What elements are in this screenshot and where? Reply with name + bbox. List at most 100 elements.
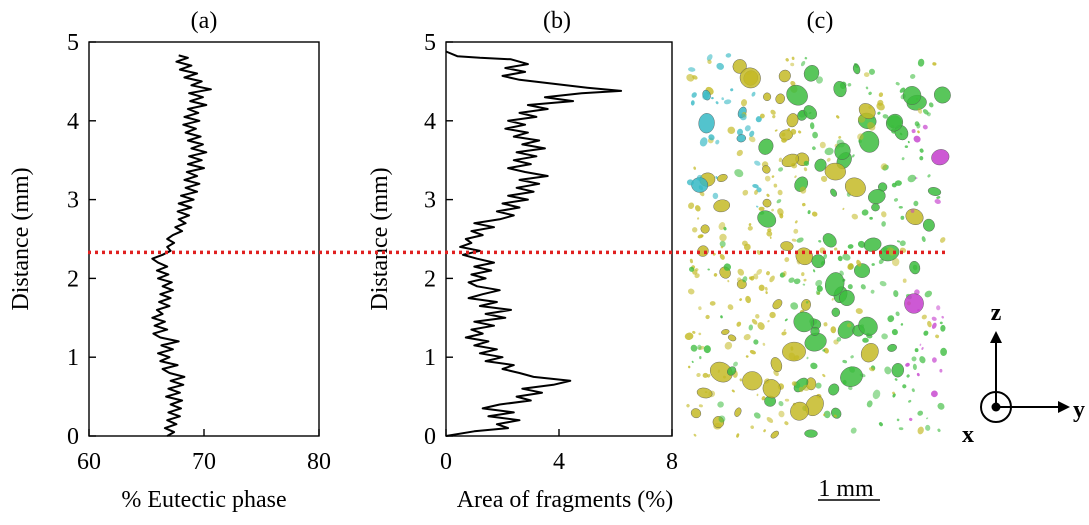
particle: [860, 343, 879, 363]
particle: [734, 407, 742, 417]
particle: [852, 64, 861, 75]
particle: [936, 196, 941, 199]
particle: [752, 184, 759, 189]
z-axis-label: z: [991, 300, 1002, 326]
particle: [786, 113, 799, 128]
particle: [877, 111, 881, 115]
particle: [917, 108, 923, 114]
particle: [767, 320, 770, 323]
particle: [778, 167, 784, 172]
particle: [847, 284, 853, 290]
x-tick-label: 70: [192, 449, 216, 475]
particle: [747, 225, 753, 231]
particle: [861, 209, 869, 216]
particle: [758, 138, 774, 155]
particle: [717, 369, 721, 373]
particle: [688, 266, 695, 272]
particle: [704, 391, 708, 394]
particle: [815, 290, 821, 295]
particle: [865, 86, 869, 90]
particle: [912, 363, 917, 370]
particle: [863, 72, 870, 78]
particle: [691, 360, 694, 364]
particle: [911, 129, 916, 134]
particle: [719, 253, 725, 260]
particle: [898, 427, 904, 431]
particle: [803, 167, 808, 172]
particle: [884, 366, 892, 375]
particle: [917, 58, 925, 67]
particle: [694, 205, 701, 212]
particle: [739, 67, 761, 89]
particle: [753, 412, 761, 419]
particle: [696, 387, 713, 399]
particle: [744, 125, 751, 132]
particle: [931, 322, 937, 329]
y-arrowhead: [1058, 401, 1070, 413]
particle: [760, 113, 765, 119]
particle: [878, 92, 884, 98]
particle: [784, 421, 789, 426]
particle: [815, 382, 822, 389]
particle: [769, 311, 776, 319]
particle: [881, 221, 886, 227]
particle: [784, 257, 790, 263]
particle: [781, 331, 787, 336]
particle: [784, 318, 788, 322]
particle: [868, 367, 875, 372]
particle: [698, 185, 704, 191]
particle: [723, 375, 726, 379]
particle: [790, 302, 799, 310]
particle: [790, 401, 809, 421]
particle: [939, 237, 946, 243]
particle: [802, 202, 806, 207]
particle: [773, 183, 778, 188]
particle: [857, 115, 866, 123]
particle: [693, 433, 697, 437]
particle: [922, 124, 928, 130]
particle: [800, 60, 806, 67]
particle: [824, 147, 834, 156]
particle: [940, 347, 948, 356]
particle: [696, 372, 701, 378]
particle: [887, 343, 897, 352]
particle: [705, 314, 710, 320]
particle: [702, 91, 710, 100]
particle: [686, 179, 694, 186]
particle: [727, 366, 737, 376]
particle: [932, 62, 937, 66]
particle: [758, 206, 765, 211]
particle: [896, 418, 900, 422]
particle: [847, 244, 854, 249]
y-tick-label: 2: [424, 266, 436, 292]
particle: [791, 56, 795, 60]
particle: [798, 110, 806, 118]
particle: [692, 330, 696, 334]
particle: [757, 322, 765, 330]
particle: [847, 83, 852, 87]
particle: [758, 284, 765, 291]
particle: [872, 117, 875, 120]
particle: [721, 329, 730, 335]
particle: [715, 176, 718, 179]
particle: [798, 386, 804, 393]
particle: [898, 206, 903, 209]
particle: [869, 216, 873, 220]
x-axis-label-a: % Eutectic phase: [121, 487, 286, 513]
particle: [730, 88, 734, 92]
particle: [790, 80, 796, 86]
particle: [911, 356, 917, 362]
particle: [936, 305, 941, 311]
particle: [762, 379, 781, 399]
particle: [830, 188, 837, 197]
particle: [831, 297, 834, 301]
particle: [740, 99, 748, 107]
y-axis-label-a: Distance (mm): [8, 167, 34, 310]
x-axis-out-dot: [991, 402, 1001, 412]
particle: [914, 121, 920, 127]
particle: [823, 347, 829, 354]
particle: [782, 341, 806, 362]
particle: [862, 337, 869, 343]
particle: [891, 363, 905, 378]
particle: [696, 174, 703, 181]
